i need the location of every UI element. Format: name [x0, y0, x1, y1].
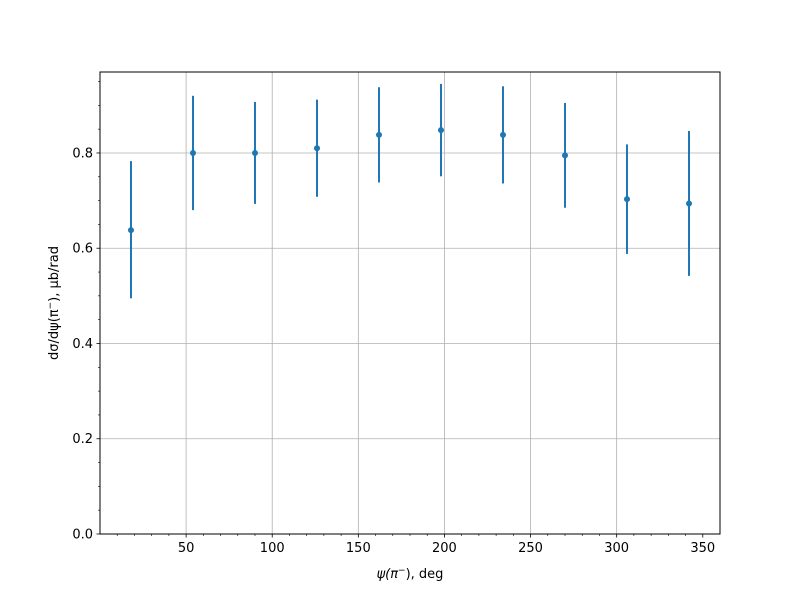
data-point-8 — [624, 196, 630, 203]
y-axis-label: dσ/dψ(π−), μb/rad — [46, 246, 62, 360]
data-point-3 — [314, 145, 320, 152]
plot-frame — [99, 71, 721, 535]
x-tick-label-6: 350 — [690, 541, 715, 556]
data-point-7 — [562, 152, 568, 159]
x-tick-label-3: 200 — [432, 541, 457, 556]
y-tick-label-2: 0.4 — [72, 337, 93, 352]
data-point-2 — [252, 149, 258, 156]
x-tick-label-0: 50 — [178, 541, 195, 556]
data-point-4 — [376, 131, 382, 138]
y-tick-label-0: 0.0 — [72, 528, 93, 543]
data-point-0 — [128, 227, 134, 234]
data-series — [128, 83, 692, 299]
x-tick-label-5: 300 — [604, 541, 629, 556]
data-point-5 — [438, 127, 444, 134]
x-tick-label-2: 150 — [346, 541, 371, 556]
x-tick-label-4: 250 — [518, 541, 543, 556]
data-point-9 — [686, 200, 692, 207]
data-point-1 — [190, 149, 196, 156]
y-tick-label-1: 0.2 — [72, 432, 93, 447]
y-tick-label-4: 0.8 — [72, 146, 93, 161]
major-ticks: 50 100 150 200 250 300 350 0.0 0.2 0.4 0.6 0.8 — [72, 146, 715, 556]
x-tick-label-1: 100 — [260, 541, 285, 556]
x-axis-label: ψ(π−), deg — [377, 566, 444, 582]
y-tick-label-3: 0.6 — [72, 242, 93, 257]
data-point-6 — [500, 131, 506, 138]
